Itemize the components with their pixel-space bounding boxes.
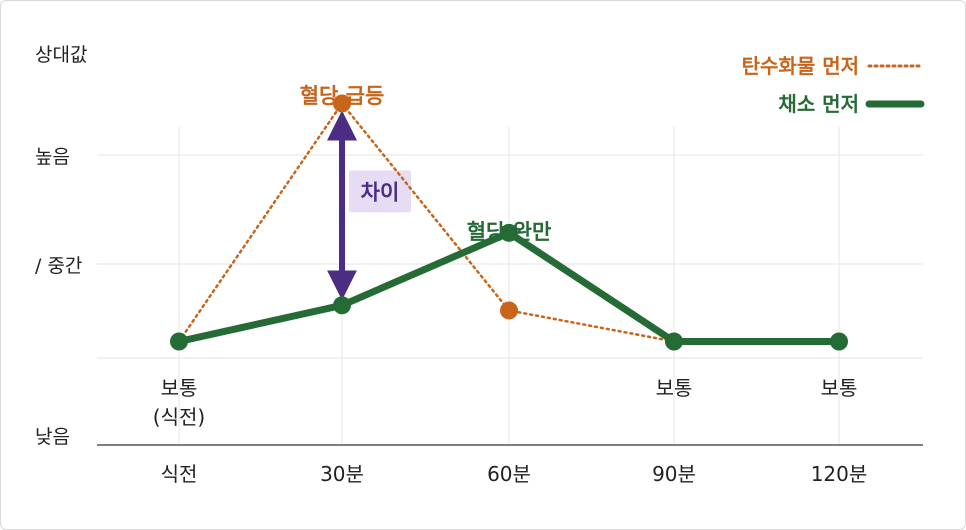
y-level-mid: / 중간 <box>35 255 82 277</box>
veg-point-1 <box>333 296 351 315</box>
carb-point-1 <box>333 94 351 113</box>
point-label-fifth: 보통 <box>821 376 858 400</box>
legend: 탄수화물 먼저 채소 먼저 <box>742 54 925 116</box>
label-layer: 혈당 급등 혈당 완만 보통 (식전) 보통 보통 <box>153 84 858 429</box>
carb-point-2 <box>500 301 518 320</box>
y-axis-title: 상대값 <box>35 44 87 66</box>
y-level-high: 높음 <box>35 146 70 168</box>
x-tick-label-1: 30분 <box>320 462 364 486</box>
gentle-annotation: 혈당 완만 <box>467 220 552 244</box>
y-level-low: 낮음 <box>35 426 70 448</box>
x-tick-label-4: 120분 <box>811 462 868 486</box>
point-label-first-line2: (식전) <box>153 405 205 429</box>
veg-point-3 <box>665 332 683 351</box>
axis-layer: 상대값 높음 / 중간 낮음 식전 30분 60분 90분 120분 <box>35 44 923 486</box>
series-layer <box>170 94 848 351</box>
x-tick-label-3: 90분 <box>652 462 696 486</box>
difference-annotation: 차이 <box>327 110 411 301</box>
spike-annotation: 혈당 급등 <box>300 84 385 108</box>
x-tick-label-2: 60분 <box>487 462 531 486</box>
veg-point-2 <box>500 223 518 242</box>
legend-label-veg: 채소 먼저 <box>778 92 859 116</box>
x-tick-label-0: 식전 <box>161 462 198 486</box>
point-label-fourth: 보통 <box>656 376 693 400</box>
grid-layer <box>97 127 923 445</box>
veg-point-4 <box>830 332 848 351</box>
difference-label-bg <box>349 170 411 213</box>
difference-label: 차이 <box>361 180 400 204</box>
veg-point-0 <box>170 332 188 351</box>
legend-label-carb: 탄수화물 먼저 <box>742 54 859 78</box>
point-label-first-line1: 보통 <box>161 376 198 400</box>
